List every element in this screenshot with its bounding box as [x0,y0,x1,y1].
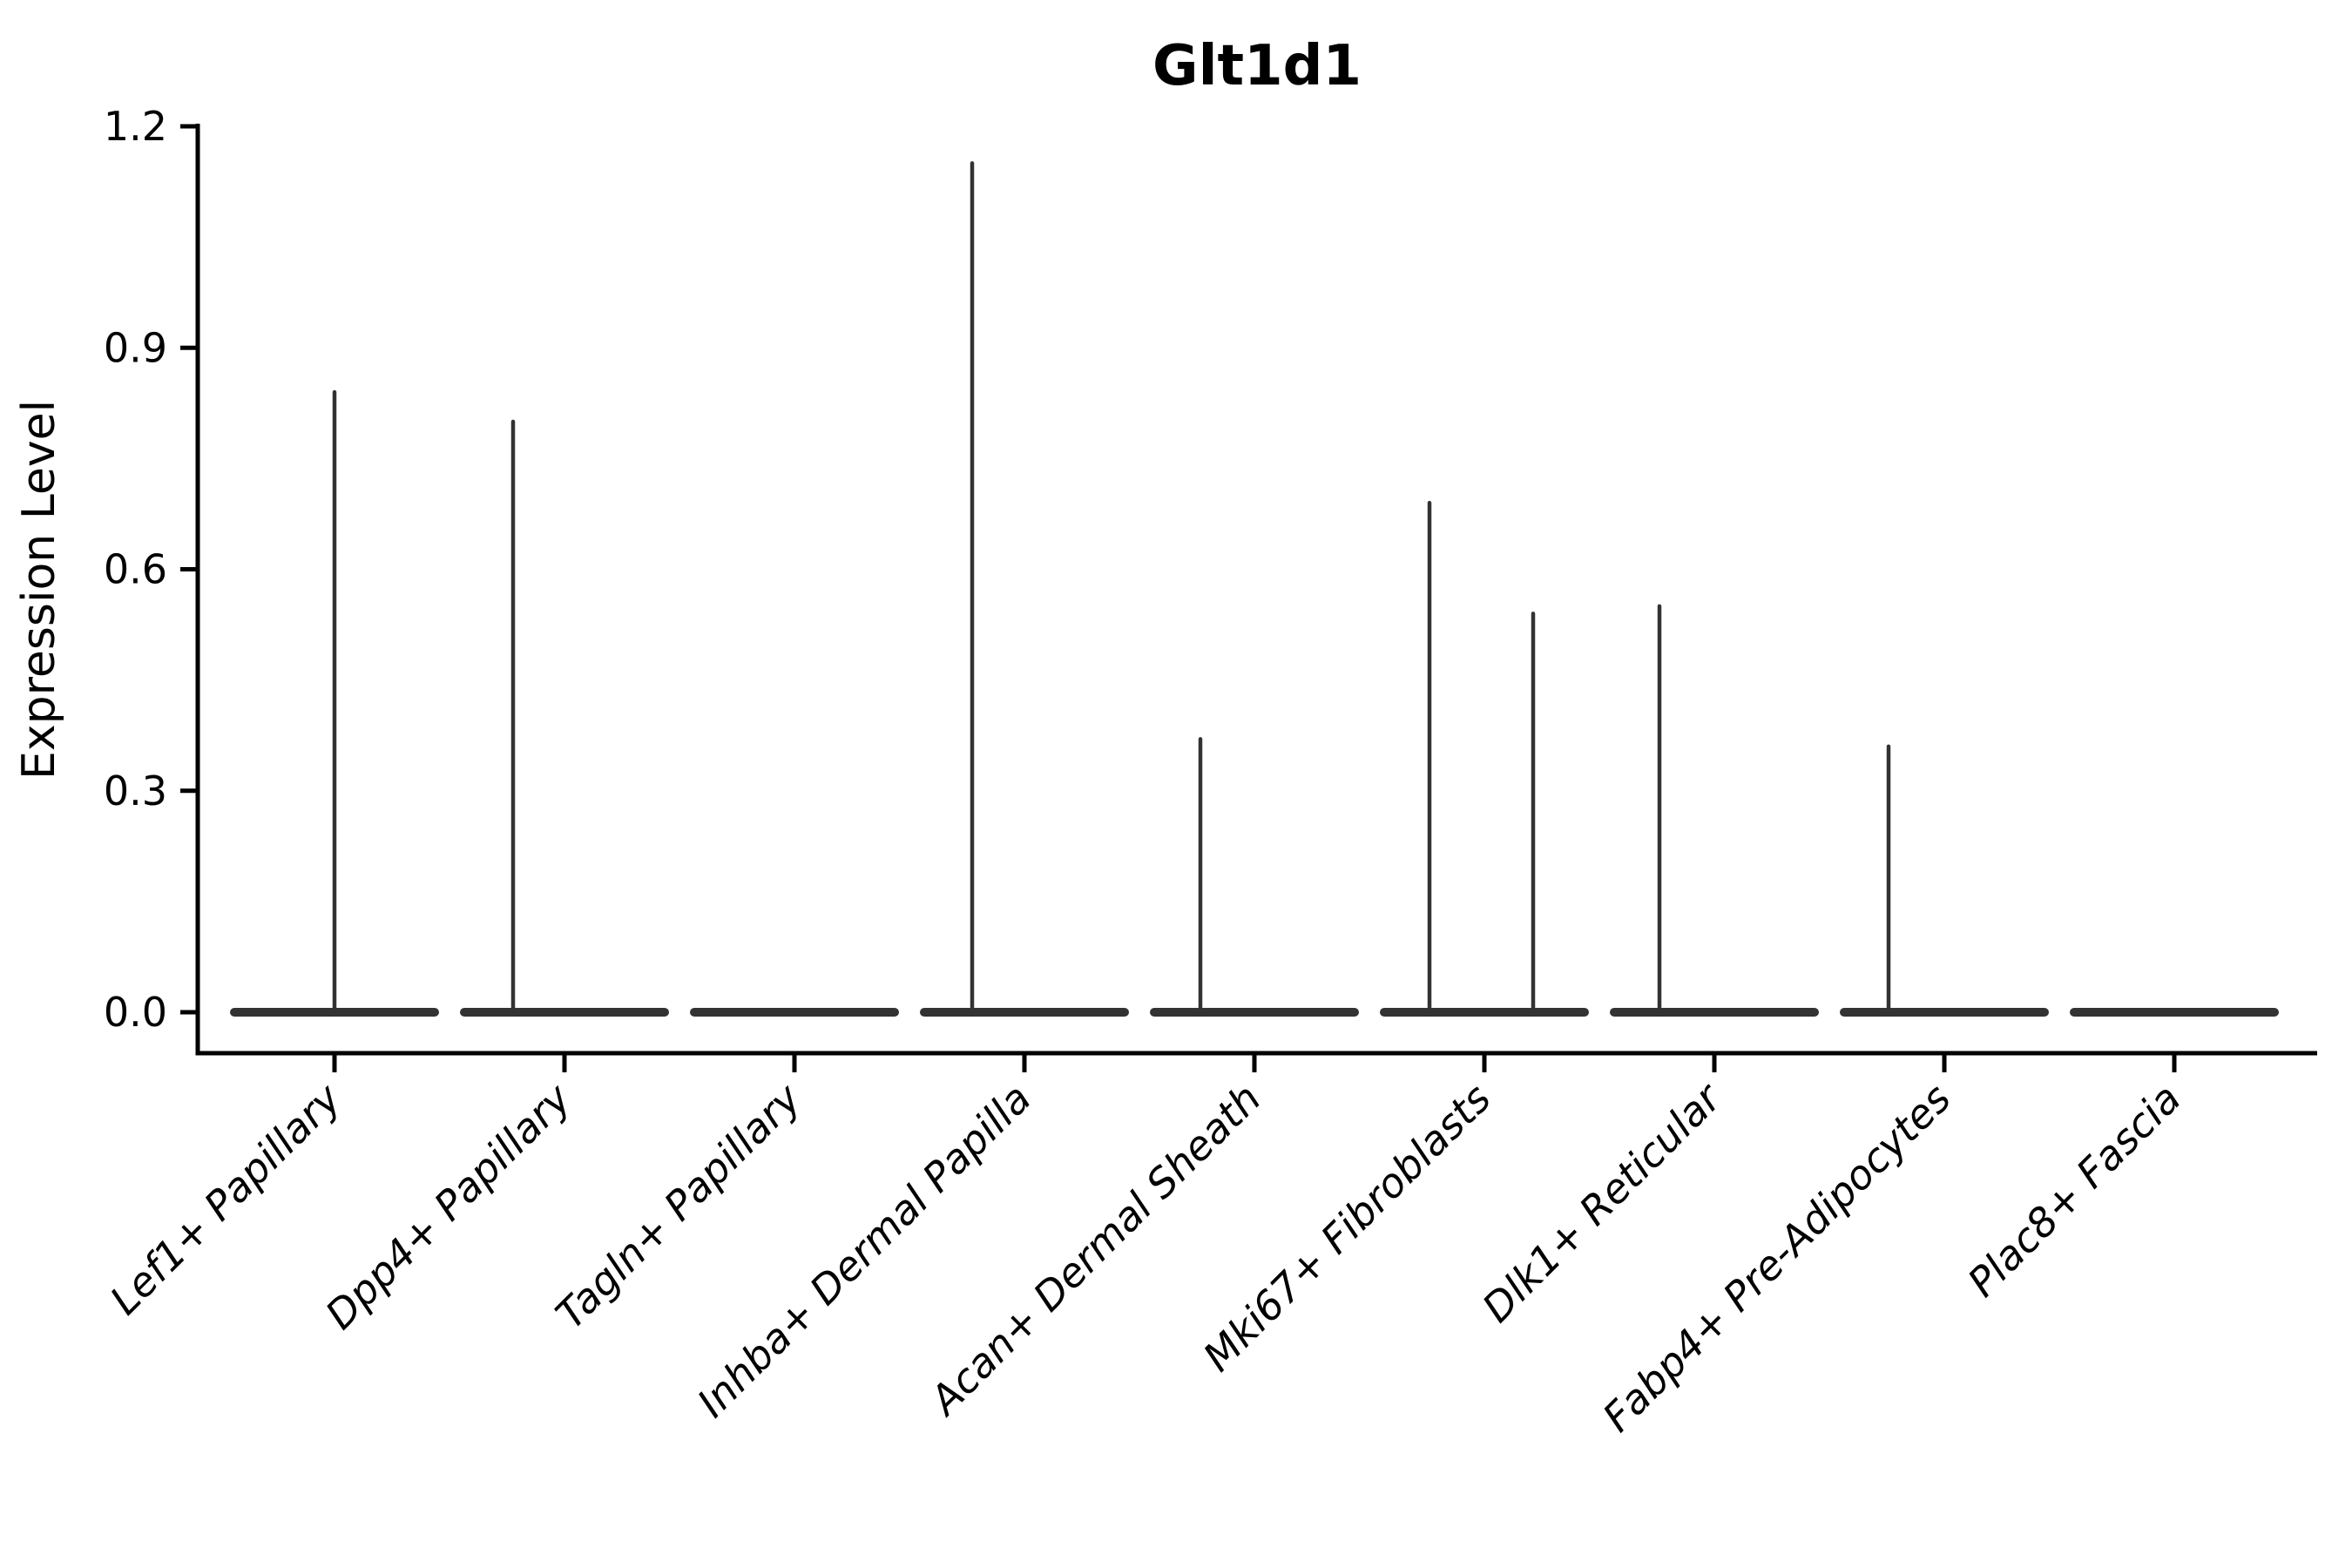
x-tick-label: Lef1+ Papillary [101,1074,350,1323]
x-tick-label: Plac8+ Fascia [1958,1075,2189,1306]
violin-body [690,1008,899,1017]
violin-body [460,1008,669,1017]
y-tick-label: 1.2 [104,103,167,150]
x-tick-label: Tagln+ Papillary [546,1074,810,1338]
violin-body [2070,1008,2279,1017]
y-tick-label: 0.6 [104,546,167,593]
violin-body [1840,1008,2049,1017]
y-tick-label: 0.9 [104,324,167,371]
violin-body [1150,1008,1359,1017]
violin-body [1380,1008,1589,1017]
x-tick-label: Dpp4+ Papillary [316,1074,580,1338]
y-tick-label: 0.3 [104,767,167,814]
violin-body [1610,1008,1819,1017]
y-axis-title: Expression Level [13,400,65,780]
y-tick-label: 0.0 [104,989,167,1036]
chart-title: Glt1d1 [1152,34,1362,98]
violin-body [920,1008,1129,1017]
x-tick-label: Dlk1+ Reticular [1473,1072,1732,1331]
